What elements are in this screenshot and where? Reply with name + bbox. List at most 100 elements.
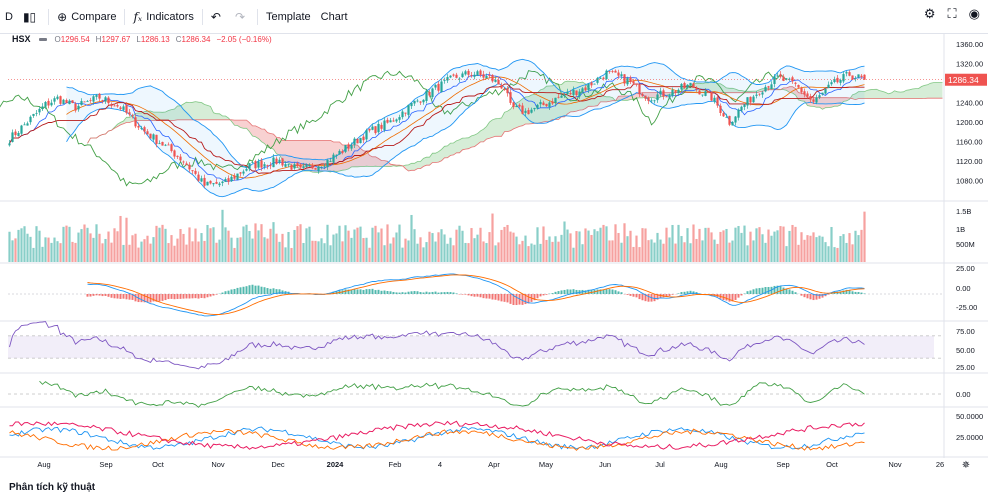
time-axis-label: 26 — [936, 460, 944, 469]
low-value: 1286.13 — [141, 35, 170, 44]
candle-body — [392, 121, 394, 122]
macd-histogram-bar — [510, 294, 512, 304]
volume-bar — [419, 237, 421, 262]
volume-bar — [644, 228, 646, 262]
volume-bar — [794, 227, 796, 262]
candle-body — [326, 160, 328, 167]
volume-bar — [371, 228, 373, 262]
macd-histogram-bar — [414, 291, 416, 294]
candle-body — [659, 91, 661, 94]
volume-bar — [149, 244, 151, 262]
last-price-label: 1286.34 — [948, 75, 979, 85]
volume-bar — [815, 237, 817, 262]
volume-bar — [92, 238, 94, 262]
candle-body — [467, 71, 469, 75]
macd-histogram-bar — [522, 294, 524, 305]
candle-body — [593, 84, 595, 85]
macd-histogram-bar — [483, 294, 485, 298]
volume-bar — [50, 243, 52, 262]
volume-bar — [617, 233, 619, 262]
macd-histogram-bar — [441, 292, 443, 294]
ichimoku-cloud-segment — [916, 89, 919, 99]
chart-canvas[interactable]: 1286.341360.001320.001240.001200.001160.… — [0, 0, 988, 478]
volume-bar — [401, 248, 403, 262]
candle-body — [539, 102, 541, 104]
volume-bar — [416, 244, 418, 262]
volume-bar — [107, 232, 109, 262]
volume-bar — [251, 239, 253, 262]
candle-body — [563, 95, 565, 96]
candle-body — [374, 126, 376, 133]
candle-body — [89, 100, 91, 101]
volume-bar — [362, 238, 364, 262]
change-value: −2.05 (−0.16%) — [216, 35, 271, 44]
volume-bar — [377, 232, 379, 262]
candle-body — [317, 166, 319, 170]
ichimoku-cloud-segment — [481, 129, 484, 142]
macd-histogram-bar — [111, 294, 113, 298]
volume-bar — [347, 231, 349, 262]
volume-bar — [413, 229, 415, 262]
volume-bar — [581, 244, 583, 262]
volume-bar — [260, 224, 262, 262]
macd-histogram-bar — [756, 288, 758, 294]
macd-histogram-bar — [117, 294, 119, 299]
candle-body — [419, 102, 421, 103]
volume-bar — [332, 235, 334, 262]
candle-body — [56, 97, 58, 99]
volume-bar — [239, 237, 241, 262]
candle-body — [815, 98, 817, 103]
candle-body — [77, 106, 79, 109]
volume-bar — [719, 232, 721, 262]
volume-bar — [557, 242, 559, 262]
candle-body — [500, 85, 502, 88]
visibility-icon[interactable] — [39, 38, 47, 41]
volume-bar — [368, 248, 370, 262]
volume-bar — [335, 233, 337, 262]
volume-bar — [611, 240, 613, 262]
candle-body — [521, 106, 523, 114]
volume-bar — [629, 231, 631, 262]
candle-body — [38, 109, 40, 112]
macd-histogram-bar — [861, 293, 863, 294]
symbol-name[interactable]: HSX — [12, 34, 31, 44]
ichimoku-cloud-segment — [202, 102, 205, 119]
volume-bar — [161, 225, 163, 262]
volume-bar — [221, 210, 223, 262]
candle-body — [455, 75, 457, 78]
candle-body — [827, 85, 829, 88]
candle-body — [428, 92, 430, 96]
candle-body — [674, 91, 676, 93]
candle-body — [452, 74, 454, 75]
volume-tick-label: 1.5B — [956, 207, 971, 216]
volume-bar — [257, 230, 259, 262]
volume-bar — [668, 237, 670, 262]
macd-histogram-bar — [213, 294, 215, 296]
volume-bar — [26, 234, 28, 262]
macd-histogram-bar — [435, 292, 437, 294]
volume-bar — [68, 227, 70, 262]
macd-histogram-bar — [261, 287, 263, 294]
candle-body — [491, 75, 493, 81]
volume-bar — [821, 237, 823, 262]
ichimoku-cloud-segment — [913, 89, 916, 99]
volume-bar — [662, 244, 664, 262]
volume-bar — [785, 246, 787, 262]
candle-body — [80, 101, 82, 105]
candle-body — [344, 145, 346, 152]
macd-histogram-bar — [99, 294, 101, 296]
volume-bar — [509, 232, 511, 262]
candle-body — [257, 162, 259, 168]
volume-bar — [320, 238, 322, 262]
macd-histogram-bar — [789, 289, 791, 294]
candle-body — [830, 82, 832, 84]
candle-body — [230, 177, 232, 181]
macd-histogram-bar — [216, 294, 218, 295]
rsi-tick-label: 50.00 — [956, 346, 975, 355]
axis-settings-icon[interactable]: ✵ — [962, 460, 970, 471]
ichimoku-cloud-segment — [427, 157, 430, 165]
candle-body — [167, 145, 169, 146]
macd-histogram-bar — [357, 289, 359, 294]
candle-body — [185, 163, 187, 165]
volume-bar — [521, 241, 523, 262]
